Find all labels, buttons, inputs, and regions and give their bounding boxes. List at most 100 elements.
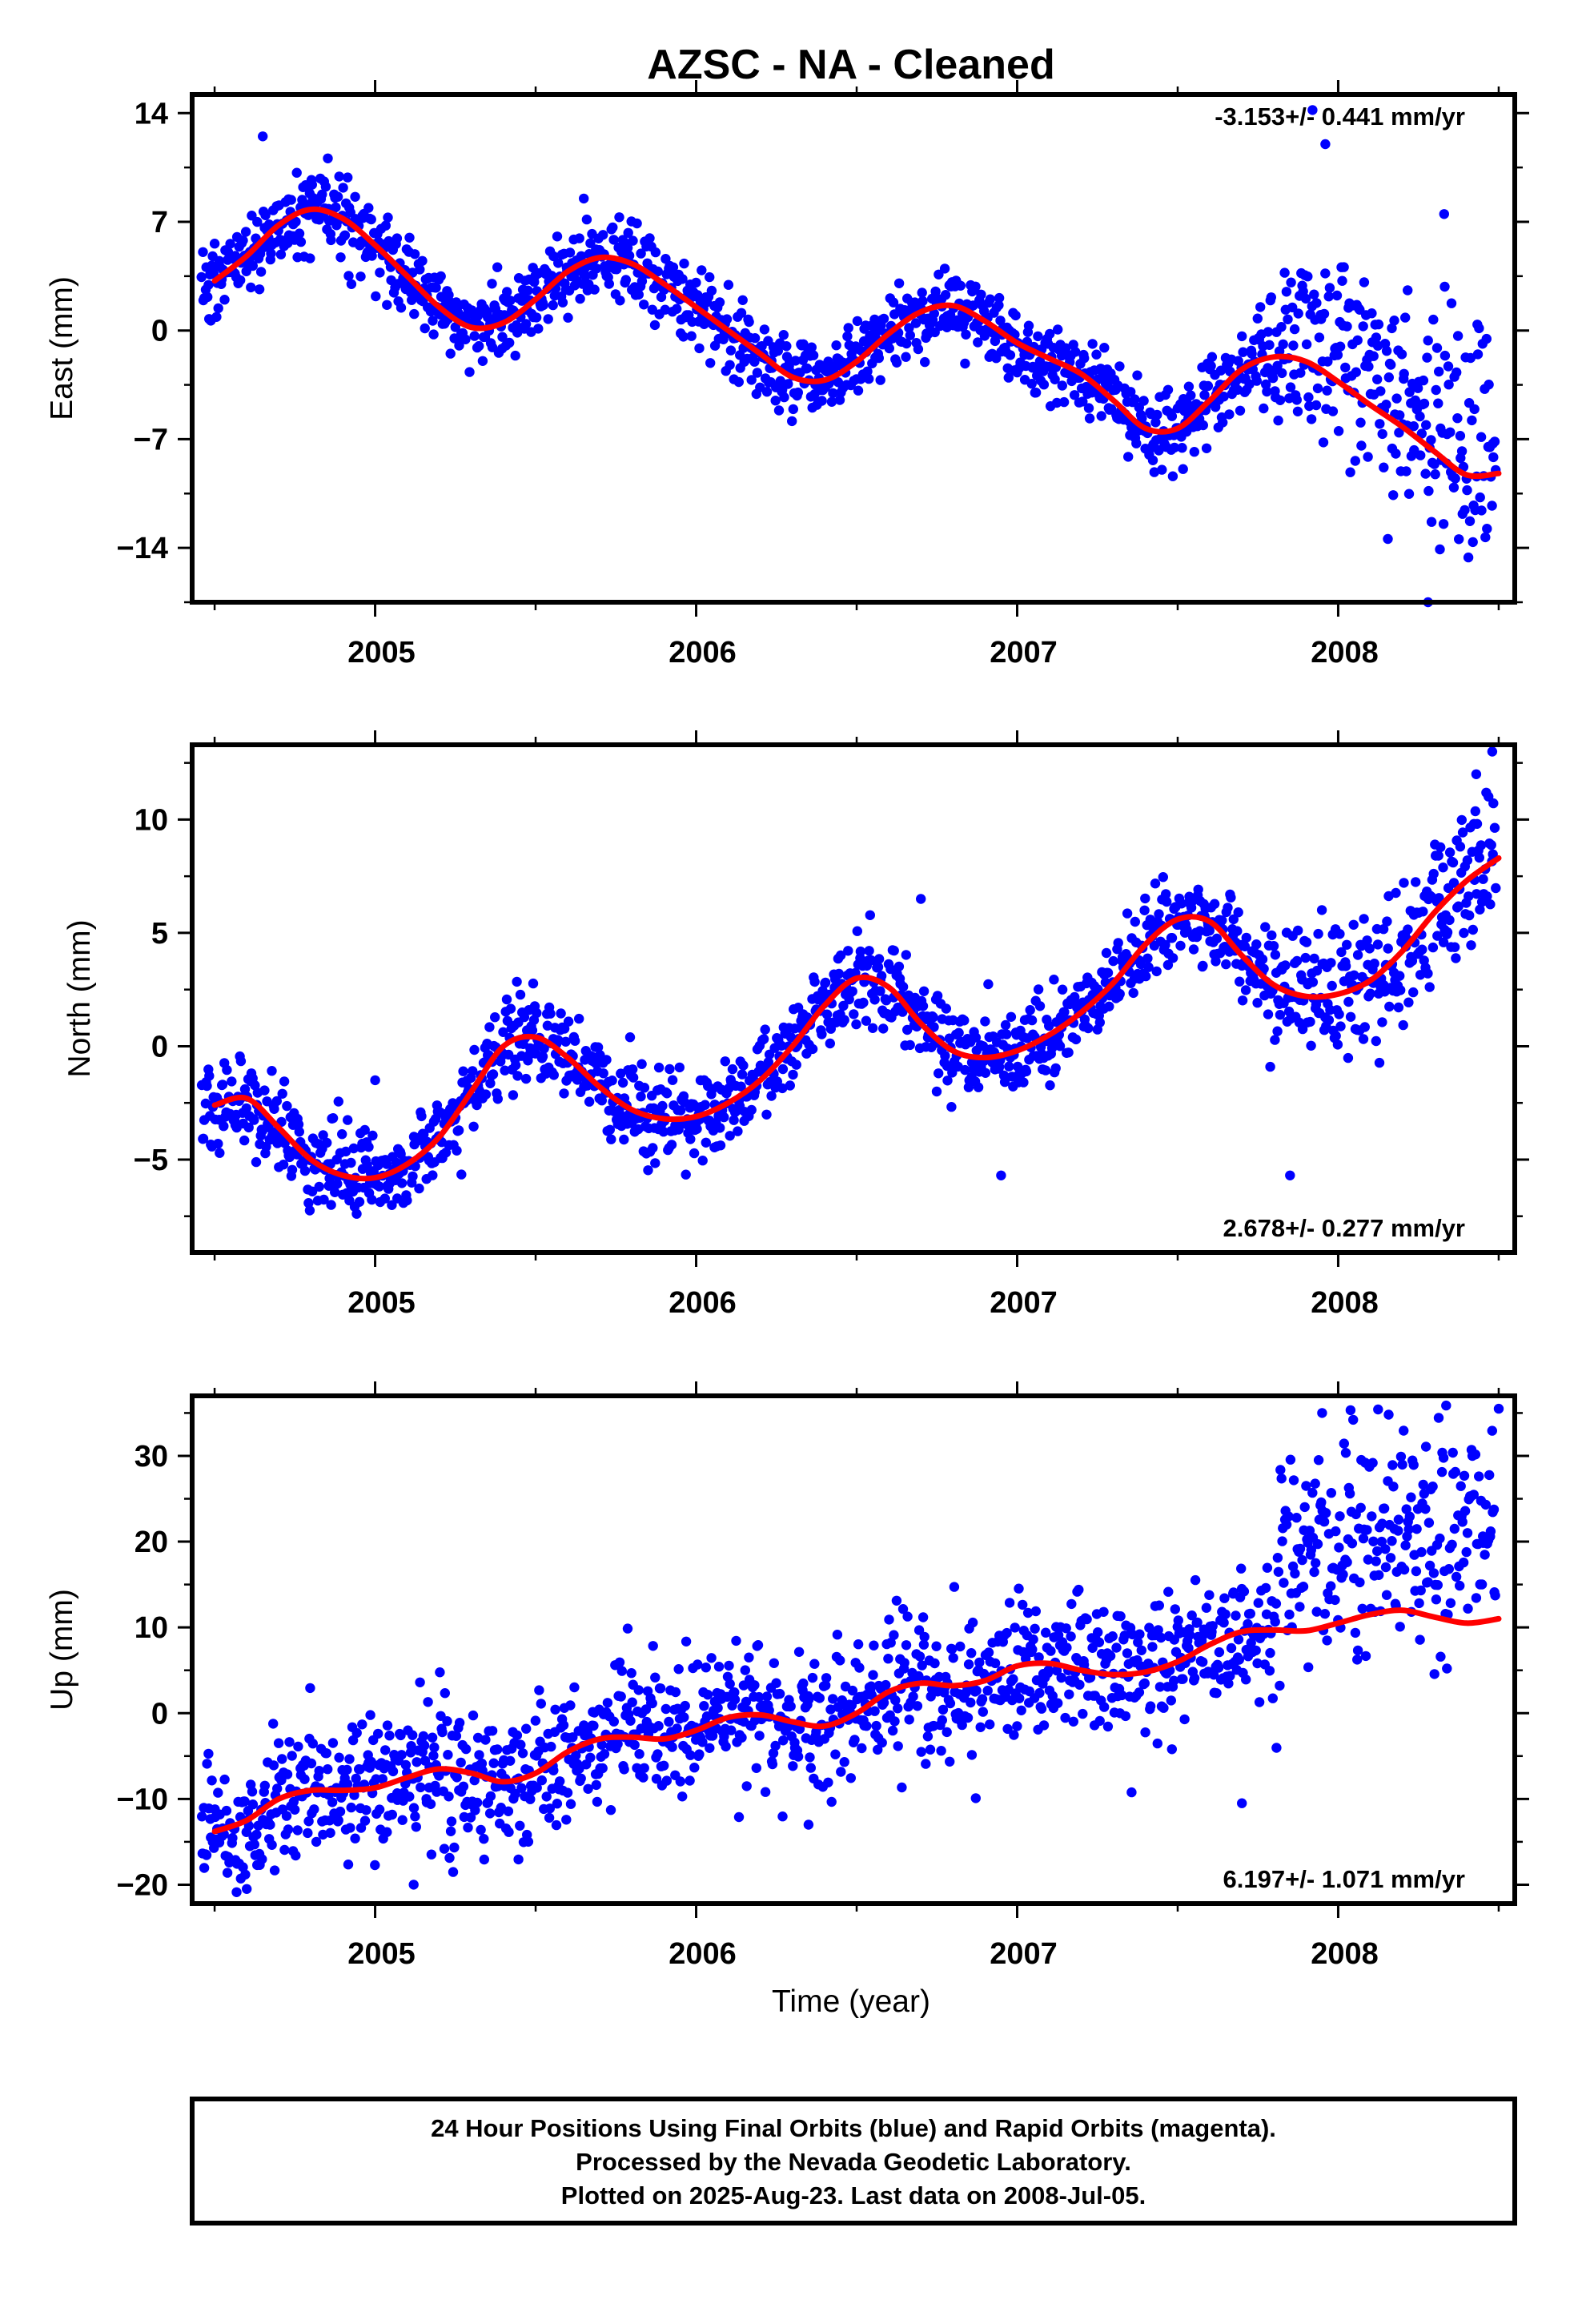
up-tick-labels: 30 20 10 0 −10 −20 2005 2006 2007 2008 [117,1440,1379,1971]
east-data-point [1051,397,1062,408]
up-data-point [1018,1599,1028,1610]
north-data-point [570,1035,580,1046]
up-data-point [591,1779,601,1791]
up-data-point [971,1685,982,1696]
east-data-point [1426,435,1436,445]
north-data-point [408,1171,418,1182]
up-data-point [596,1739,607,1750]
up-data-point [513,1854,524,1865]
up-data-point [1310,1478,1320,1489]
up-data-point [1279,1578,1289,1588]
north-data-point [970,1032,982,1043]
north-data-point [537,1051,548,1062]
up-data-point [565,1700,576,1711]
east-data-point [1251,376,1263,386]
east-data-point [864,373,874,384]
up-data-point [1431,1594,1442,1605]
east-data-point [286,195,296,205]
east-data-point [904,323,914,333]
up-data-point [1290,1568,1300,1579]
north-data-point [198,1133,209,1144]
up-data-point [853,1639,864,1650]
north-data-point [1383,943,1393,954]
east-data-point [940,290,951,300]
up-data-point [622,1623,633,1634]
east-data-point [203,279,214,290]
north-data-point [453,1125,464,1136]
north-data-point [560,1036,571,1047]
up-data-point [1219,1593,1230,1603]
north-data-point [1438,862,1448,873]
up-data-point [487,1726,498,1736]
up-data-point [415,1677,425,1687]
footer-line-3: Plotted on 2025-Aug-23. Last data on 200… [561,2181,1146,2209]
north-data-point [1464,910,1475,921]
up-data-point [536,1775,547,1786]
east-data-point [574,233,584,243]
north-data-point [1291,955,1303,967]
east-data-point [510,350,520,361]
up-data-point [1134,1687,1145,1698]
up-data-point [366,1756,376,1767]
up-data-point [1357,1603,1367,1614]
north-data-point [1374,1057,1385,1068]
east-data-point [266,248,276,259]
east-data-point [375,267,385,278]
up-data-point [1350,1627,1361,1638]
east-data-point [533,324,544,334]
east-data-point [1356,440,1367,451]
up-data-point [470,1805,480,1815]
up-data-point [396,1750,407,1760]
north-data-point [1004,1061,1014,1072]
up-data-point [1066,1598,1077,1610]
north-data-point [1270,950,1281,960]
up-data-point [1034,1652,1044,1663]
north-data-point [1257,954,1268,965]
up-data-point [307,1739,318,1749]
north-data-point [1300,952,1311,963]
north-data-point [847,986,857,997]
up-data-point [729,1695,741,1705]
north-data-point [1301,937,1312,947]
east-data-point [1247,348,1257,359]
up-data-point [546,1741,556,1752]
north-data-point [917,1001,929,1011]
east-data-point [295,236,307,247]
east-data-point [990,336,1001,347]
north-data-point [1228,914,1239,925]
up-data-point [672,1723,682,1734]
up-data-point [1271,1598,1282,1609]
north-data-point [851,1019,861,1030]
up-data-point [488,1758,499,1768]
up-data-point [1189,1673,1200,1683]
up-data-point [945,1756,955,1767]
north-data-point [239,1135,250,1146]
north-data-point [1471,769,1482,779]
up-data-point [902,1611,913,1622]
up-data-point [1223,1679,1234,1689]
north-data-point [381,1159,392,1169]
north-ticks [178,730,1529,1267]
north-data-point [1141,971,1151,982]
up-data-point [1144,1622,1154,1633]
north-data-point [1487,746,1498,757]
north-data-point [1198,960,1208,971]
east-data-point [1450,473,1460,484]
north-data-point [322,1137,332,1148]
up-data-point [823,1777,833,1787]
east-data-point [612,264,622,275]
up-data-point [881,1679,891,1691]
north-data-point [363,1142,374,1152]
east-data-point [1324,283,1335,293]
north-data-point [1442,927,1453,938]
north-data-point [681,1169,691,1180]
north-data-point [480,1089,492,1100]
up-data-point [377,1774,387,1784]
north-data-point [839,1015,849,1025]
east-data-point [1375,386,1386,396]
north-data-point [387,1200,397,1211]
north-data-point [843,946,853,956]
north-data-point [689,1148,700,1159]
east-data-point [1266,292,1277,303]
east-data-point [1091,349,1102,360]
